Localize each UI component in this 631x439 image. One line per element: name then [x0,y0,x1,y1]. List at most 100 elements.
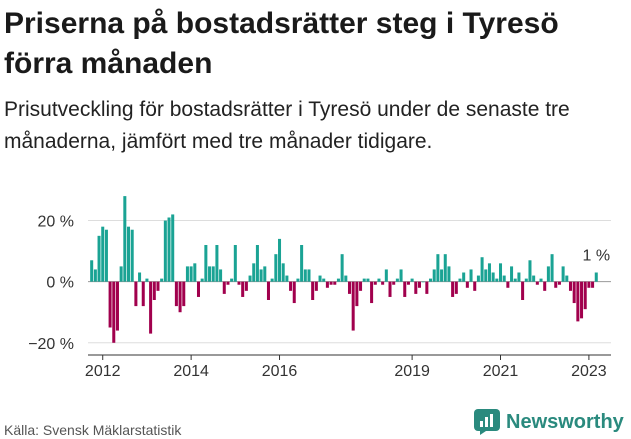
bar [101,226,105,282]
bar [296,278,300,282]
bar [318,275,322,282]
bar [108,281,112,328]
bar [359,281,363,291]
bar [329,281,333,285]
bar [104,229,108,282]
bar [115,281,119,331]
bar [510,266,514,282]
x-tick-label: 2019 [394,363,430,380]
source-note: Källa: Svensk Mäklarstatistik [4,422,182,438]
bar [322,278,326,282]
bar [226,281,230,285]
bar [93,269,97,282]
bar [506,281,510,288]
bar-chart: 20 % 0 % −20 % 2012 2014 2016 2019 2021 2023 1 % [28,196,611,380]
bar [204,245,208,282]
bar [587,281,591,288]
bar [263,266,267,282]
bar [241,281,245,297]
bar [580,281,584,319]
bar [196,281,200,297]
bar [333,281,337,285]
bar [469,269,473,282]
chart-title: Priserna på bostadsrätter steg i Tyresö … [4,7,559,80]
bar [425,281,429,294]
bar [465,281,469,288]
bar [193,263,197,282]
bar [274,254,278,282]
y-tick-label: 0 % [46,275,74,292]
bar [259,269,263,282]
bar [487,263,491,282]
bar [127,226,131,282]
bar [340,254,344,282]
bar [554,281,558,288]
bar [362,278,366,282]
bar [112,281,116,343]
y-tick-label: −20 % [28,336,74,353]
bar [134,281,138,307]
bar [521,281,525,300]
brand-logo-block: Newsworthy [474,408,624,436]
bar [215,245,219,282]
bar [344,275,348,282]
bar [189,266,193,282]
bar [462,272,466,282]
bar [499,263,503,282]
bar [528,260,532,282]
bar [546,266,550,282]
bar [123,196,127,282]
bar [97,235,101,282]
x-tick-label: 2014 [173,363,209,380]
bar [255,245,259,282]
bar [200,278,204,282]
bar [163,220,167,282]
bar [384,269,388,282]
bar [366,278,370,282]
bar [171,214,175,282]
bar [314,281,318,291]
bar [406,281,410,285]
bar [208,266,212,282]
bar [336,278,340,282]
bar [289,281,293,291]
bar [550,254,554,282]
bar [568,281,572,291]
bar [495,278,499,282]
bar [561,266,565,282]
bar [211,266,215,282]
bar [432,269,436,282]
bar [248,275,252,282]
bar [141,281,145,307]
bar [451,281,455,297]
bar [454,281,458,294]
bar [399,269,403,282]
x-tick-label: 2023 [571,363,607,380]
bar [233,245,237,282]
bar [502,275,506,282]
bar [484,269,488,282]
bar [138,272,142,282]
brand-name: Newsworthy [506,410,624,433]
bar [421,281,425,283]
bar [130,229,134,282]
bar [591,281,595,288]
bar [417,281,421,288]
bar [410,278,414,282]
bar [535,281,539,285]
newsworthy-logo-icon [474,409,500,435]
bar [160,278,164,282]
bar [388,281,392,297]
bar [557,281,561,285]
bar [311,281,315,300]
bar [429,278,433,282]
latest-value-annotation: 1 % [582,248,610,265]
bar [539,278,543,282]
bar [270,278,274,282]
bar [174,281,178,307]
bar [381,281,385,285]
bar [480,257,484,282]
chart-subtitle: Prisutveckling för bostadsrätter i Tyres… [4,98,570,153]
bar [414,281,418,294]
bar [178,281,182,313]
